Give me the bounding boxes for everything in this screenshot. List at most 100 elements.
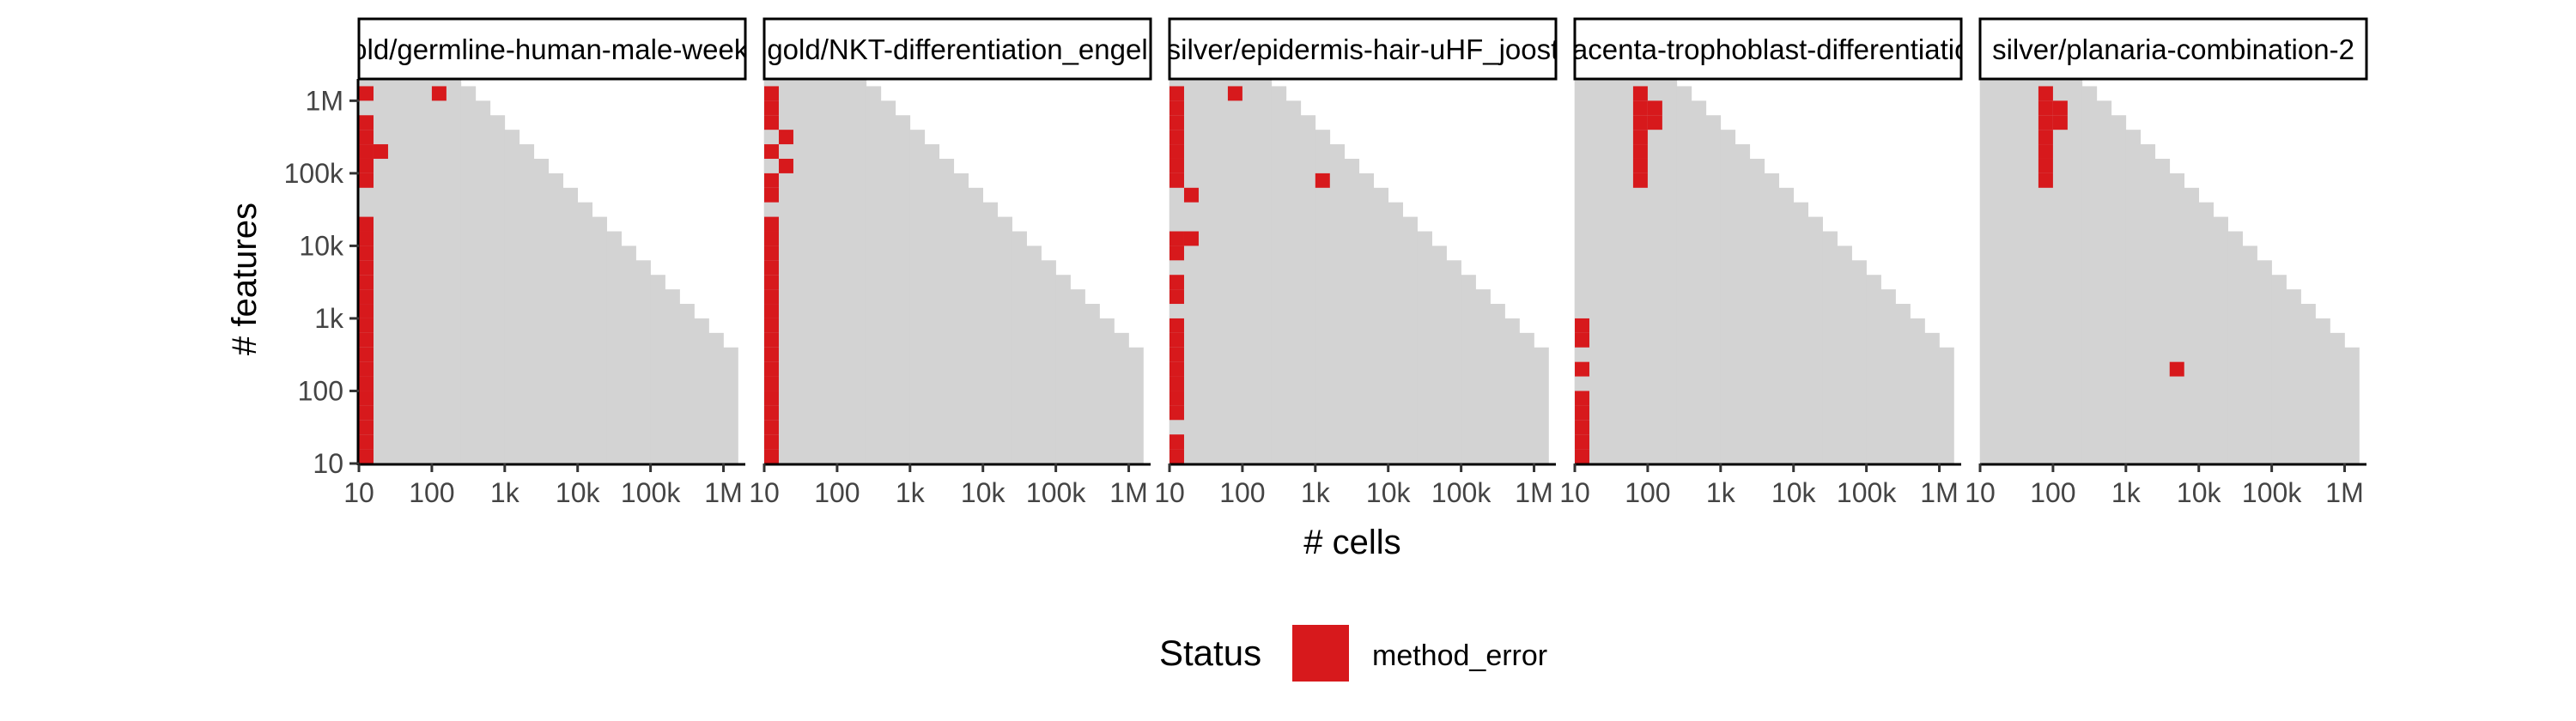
heatmap-cell-method-error <box>1170 173 1184 188</box>
heatmap-bg-column <box>793 79 809 464</box>
heatmap-cell-method-error <box>1632 86 1648 101</box>
heatmap-cell-method-error <box>1170 391 1184 406</box>
heatmap-bg-column <box>2242 245 2257 464</box>
heatmap-cell-method-error <box>764 86 779 101</box>
heatmap-cell-method-error <box>373 144 388 159</box>
heatmap-bg-column <box>708 332 724 464</box>
heatmap-bg-column <box>519 144 535 464</box>
heatmap-cell-method-error <box>359 420 374 435</box>
heatmap-cell-method-error <box>1632 144 1648 159</box>
heatmap-cell-method-error <box>1632 158 1648 173</box>
heatmap-cell-method-error <box>1647 100 1662 116</box>
x-tick-label: 100 <box>409 477 454 508</box>
heatmap-bg-column <box>1256 79 1273 464</box>
heatmap-cell-method-error <box>764 376 779 391</box>
heatmap-cell-method-error <box>359 144 374 159</box>
y-tick-label: 100 <box>298 375 343 406</box>
heatmap-bg-column <box>635 260 651 464</box>
x-tick-label: 1k <box>490 477 520 508</box>
heatmap-bg-column <box>851 79 867 464</box>
heatmap-bg-column <box>679 304 695 464</box>
heatmap-bg-column <box>1924 332 1940 464</box>
heatmap-bg-column <box>2008 79 2025 464</box>
heatmap-cell-method-error <box>764 420 779 435</box>
heatmap-cell-method-error <box>764 245 779 261</box>
heatmap-bg-column <box>1128 347 1144 464</box>
heatmap-bg-column <box>1691 100 1707 464</box>
legend-key-method-error <box>1292 625 1349 682</box>
heatmap-cell-method-error <box>764 173 779 188</box>
heatmap-bg-column <box>1183 79 1200 464</box>
x-tick-label: 1M <box>1920 477 1958 508</box>
heatmap-bg-column <box>2271 275 2287 464</box>
heatmap-bg-column <box>1490 304 1505 464</box>
heatmap-bg-column <box>1939 347 1954 464</box>
facet-strip-title: gold/NKT-differentiation_engel <box>767 33 1147 65</box>
facet-strip-clip-group: silver/planaria-combination-2 <box>1992 33 2354 65</box>
heatmap-bg-column <box>1242 79 1258 464</box>
facet-strip-title: gold/germline-human-male-weekly <box>336 33 769 65</box>
heatmap-bg-column <box>895 115 911 464</box>
heatmap-cell-method-error <box>1575 332 1589 348</box>
heatmap-cell-method-error <box>764 304 779 318</box>
heatmap-bg-column <box>504 130 520 464</box>
heatmap-bg-column <box>1778 187 1795 464</box>
heatmap-bg-column <box>1402 216 1418 464</box>
heatmap-bg-column <box>650 275 665 464</box>
heatmap-cell-method-error <box>359 434 374 450</box>
heatmap-bg-column <box>836 79 853 464</box>
heatmap-cell-method-error <box>1575 391 1589 406</box>
heatmap-bg-column <box>939 158 955 464</box>
heatmap-bg-column <box>489 115 506 464</box>
heatmap-bg-column <box>1822 231 1838 464</box>
x-tick-label: 10k <box>1366 477 1412 508</box>
heatmap-bg-column <box>2169 173 2185 464</box>
y-tick-label: 10k <box>299 230 344 261</box>
heatmap-bg-column <box>2315 318 2330 464</box>
heatmap-cell-method-error <box>764 187 779 203</box>
heatmap-bg-column <box>1895 304 1911 464</box>
heatmap-cell-method-error <box>764 144 779 159</box>
heatmap-cell-method-error <box>1170 245 1184 261</box>
facet-strip-clip-group: gold/germline-human-male-weekly <box>336 33 769 65</box>
heatmap-bg-column <box>1212 79 1229 464</box>
heatmap-cell-method-error <box>764 289 779 305</box>
x-tick-label: 10k <box>1771 477 1817 508</box>
heatmap-cell-method-error <box>1170 347 1184 362</box>
x-tick-label: 1k <box>896 477 926 508</box>
heatmap-cell-method-error <box>764 405 779 421</box>
heatmap-cell-method-error <box>359 318 374 333</box>
heatmap-cell-method-error <box>359 115 374 130</box>
heatmap-cell-method-error <box>1315 173 1330 188</box>
heatmap-bg-column <box>822 79 838 464</box>
heatmap-cell-method-error <box>764 391 779 406</box>
heatmap-bg-column <box>1793 202 1808 464</box>
heatmap-bg-column <box>533 158 550 464</box>
x-tick-label: 10 <box>1559 477 1590 508</box>
heatmap-cell-method-error <box>2038 115 2053 130</box>
heatmap-cell-method-error <box>359 260 374 276</box>
facet-strip-title: silver/planaria-combination-2 <box>1992 33 2354 65</box>
heatmap-bg-column <box>621 245 636 464</box>
heatmap-bg-column <box>1603 79 1619 464</box>
x-tick-label: 10 <box>1154 477 1185 508</box>
x-tick-label: 100k <box>1026 477 1086 508</box>
heatmap-cell-method-error <box>1170 449 1184 464</box>
heatmap-bg-column <box>1880 289 1896 464</box>
heatmap-cell-method-error <box>764 115 779 130</box>
heatmap-cell-method-error <box>764 347 779 362</box>
panels-layer: gold/germline-human-male-weekly 10 100 1k 10… <box>284 17 2368 508</box>
facet-panel: silver/planaria-combination-2 10 100 1k 10k 1… <box>1965 17 2368 508</box>
heatmap-bg-column <box>1099 318 1115 464</box>
heatmap-cell-method-error <box>1170 289 1184 305</box>
heatmap-bg-column <box>1534 347 1549 464</box>
heatmap-bg-column <box>1285 100 1302 464</box>
x-axis-label: # cells <box>1303 524 1400 561</box>
heatmap-cell-method-error <box>359 361 374 377</box>
legend-label-method-error: method_error <box>1372 639 1547 672</box>
y-tick-label: 1k <box>314 303 344 334</box>
heatmap-cell-method-error <box>1170 86 1184 101</box>
heatmap-bg-column <box>1026 245 1042 464</box>
heatmap-cell-method-error <box>359 245 374 261</box>
x-tick-label: 100k <box>1431 477 1492 508</box>
